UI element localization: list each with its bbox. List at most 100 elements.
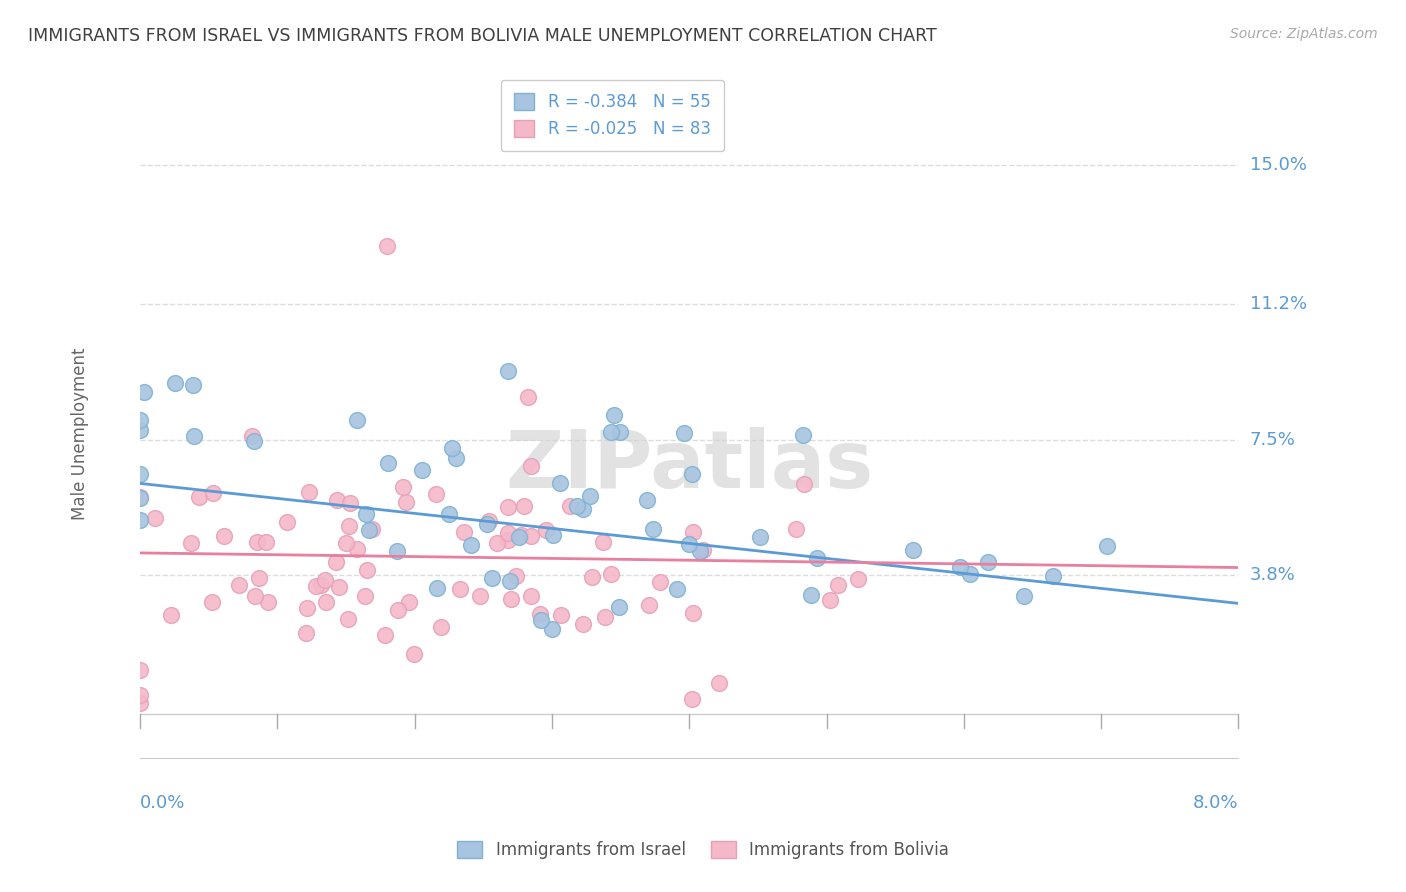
Point: [949, 560, 972, 574]
Point: [129, 491, 152, 505]
Point: [846, 572, 869, 586]
Legend: Immigrants from Israel, Immigrants from Bolivia: Immigrants from Israel, Immigrants from …: [449, 833, 957, 868]
Point: [1042, 568, 1064, 582]
Point: [641, 522, 664, 536]
Point: [682, 606, 704, 620]
Point: [387, 603, 409, 617]
Point: [609, 425, 631, 440]
Point: [519, 528, 541, 542]
Text: 0.0%: 0.0%: [141, 795, 186, 813]
Point: [571, 616, 593, 631]
Point: [394, 495, 416, 509]
Point: [346, 413, 368, 427]
Point: [785, 522, 807, 536]
Point: [446, 451, 468, 466]
Point: [607, 600, 630, 615]
Point: [159, 608, 181, 623]
Point: [581, 569, 603, 583]
Point: [536, 523, 558, 537]
Point: [404, 647, 426, 661]
Point: [550, 608, 572, 623]
Point: [361, 523, 384, 537]
Point: [129, 513, 152, 527]
Point: [228, 578, 250, 592]
Point: [132, 385, 155, 400]
Point: [565, 499, 588, 513]
Point: [481, 571, 503, 585]
Text: IMMIGRANTS FROM ISRAEL VS IMMIGRANTS FROM BOLIVIA MALE UNEMPLOYMENT CORRELATION : IMMIGRANTS FROM ISRAEL VS IMMIGRANTS FRO…: [28, 27, 936, 45]
Point: [398, 595, 420, 609]
Point: [806, 551, 828, 566]
Point: [689, 544, 711, 558]
Point: [328, 580, 350, 594]
Point: [201, 485, 224, 500]
Point: [673, 426, 696, 441]
Point: [163, 376, 186, 390]
Point: [356, 563, 378, 577]
Point: [793, 477, 815, 491]
Point: [143, 511, 166, 525]
Point: [636, 492, 658, 507]
Point: [339, 519, 361, 533]
Point: [326, 493, 349, 508]
Point: [505, 569, 527, 583]
Point: [129, 467, 152, 482]
Point: [748, 530, 770, 544]
Point: [477, 517, 499, 532]
Point: [648, 575, 671, 590]
Point: [638, 598, 661, 612]
Point: [353, 589, 375, 603]
Point: [579, 490, 602, 504]
Point: [513, 500, 536, 514]
Point: [240, 429, 263, 443]
Text: 11.2%: 11.2%: [1250, 295, 1306, 313]
Point: [468, 589, 491, 603]
Point: [314, 573, 336, 587]
Point: [681, 467, 703, 482]
Point: [496, 500, 519, 514]
Text: Male Unemployment: Male Unemployment: [70, 348, 89, 520]
Point: [600, 566, 623, 581]
Point: [245, 589, 267, 603]
Point: [498, 574, 520, 588]
Point: [499, 591, 522, 606]
Point: [247, 571, 270, 585]
Point: [298, 484, 321, 499]
Point: [800, 588, 823, 602]
Point: [246, 535, 269, 549]
Point: [374, 628, 396, 642]
Point: [603, 408, 626, 422]
Legend: R = -0.384   N = 55, R = -0.025   N = 83: R = -0.384 N = 55, R = -0.025 N = 83: [501, 79, 724, 151]
Point: [599, 425, 621, 439]
Point: [129, 490, 152, 504]
Point: [180, 536, 202, 550]
Text: Source: ZipAtlas.com: Source: ZipAtlas.com: [1230, 27, 1378, 41]
Point: [325, 555, 347, 569]
Point: [681, 692, 703, 706]
Point: [1014, 589, 1036, 603]
Point: [1097, 539, 1119, 553]
Text: 3.8%: 3.8%: [1250, 566, 1295, 584]
Point: [548, 475, 571, 490]
Point: [827, 578, 849, 592]
Text: 15.0%: 15.0%: [1250, 156, 1306, 174]
Point: [682, 525, 704, 540]
Point: [294, 626, 316, 640]
Point: [425, 486, 447, 500]
Point: [426, 581, 449, 595]
Point: [411, 463, 433, 477]
Point: [387, 544, 409, 558]
Point: [709, 676, 731, 690]
Point: [276, 515, 298, 529]
Point: [453, 525, 475, 540]
Point: [903, 543, 925, 558]
Point: [201, 595, 224, 609]
Point: [339, 496, 361, 510]
Point: [496, 526, 519, 541]
Point: [496, 533, 519, 547]
Point: [254, 534, 277, 549]
Point: [315, 595, 337, 609]
Text: ZIPatlas: ZIPatlas: [505, 427, 873, 506]
Point: [593, 609, 616, 624]
Point: [129, 663, 152, 677]
